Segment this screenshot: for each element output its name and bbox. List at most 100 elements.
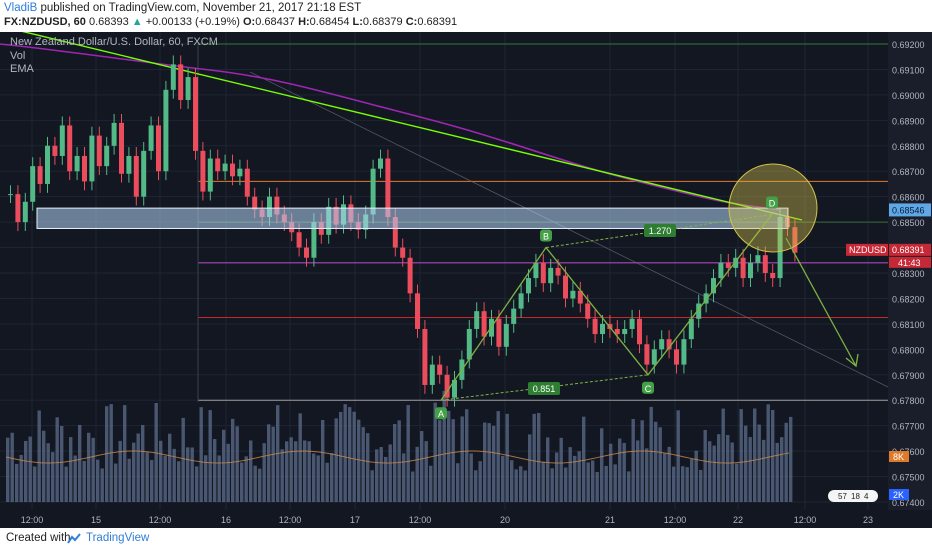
chart-area[interactable]: 0.69200 0.69100 0.69000 0.68900 0.68800 0.687… <box>0 32 932 528</box>
candle-body <box>82 155 87 182</box>
volume-bar <box>415 446 419 502</box>
volume-bar <box>123 405 127 502</box>
volume-bar <box>451 419 455 502</box>
candle-body <box>444 374 450 398</box>
volume-bar <box>510 460 514 502</box>
candle-body <box>52 145 58 156</box>
volume-bar <box>685 467 689 502</box>
volume-bar <box>442 390 446 502</box>
x-tick-label: 17 <box>350 515 360 525</box>
volume-bar <box>735 463 739 502</box>
candle-body <box>193 77 198 151</box>
low-value: 0.68379 <box>362 16 403 28</box>
candle-body <box>378 158 383 169</box>
candle-body <box>163 89 169 172</box>
zone-price-tag <box>889 203 931 217</box>
volume-bar <box>127 458 131 502</box>
x-tick-label: 12:00 <box>664 515 687 525</box>
volume-bar <box>150 460 154 502</box>
candle-body <box>141 150 147 197</box>
candle-body <box>674 349 679 365</box>
volume-bar <box>73 455 77 502</box>
volume-badge-8k <box>889 451 909 462</box>
candle-body <box>681 339 687 365</box>
volume-bar <box>744 425 748 502</box>
candle-body <box>407 257 413 294</box>
volume-bar <box>573 455 577 502</box>
candle-body <box>222 163 228 172</box>
harmonic-pattern-line <box>440 214 773 401</box>
volume-bar <box>627 471 631 502</box>
volume-bar <box>613 464 617 502</box>
candle-body <box>600 323 605 335</box>
volume-bar <box>658 427 662 502</box>
candle-body <box>200 150 206 192</box>
y-tick-label: 0.67700 <box>892 422 925 432</box>
tradingview-link[interactable]: TradingView <box>86 532 150 544</box>
close-value: 0.68391 <box>417 16 458 28</box>
price-chart[interactable]: 0.69200 0.69100 0.69000 0.68900 0.68800 0.687… <box>0 32 932 528</box>
ratio-label-box <box>644 224 676 237</box>
x-tick-label: 16 <box>221 515 231 525</box>
candle-body <box>570 290 576 299</box>
time-scale <box>0 510 932 528</box>
candle-body <box>422 328 428 385</box>
volume-bar <box>258 468 262 502</box>
volume-bar <box>672 466 676 502</box>
legend-vol[interactable]: Vol <box>10 50 26 62</box>
candle-body <box>548 267 554 284</box>
footer: Created with TradingView <box>0 528 932 550</box>
volume-bar <box>172 448 176 502</box>
volume-bar <box>591 460 595 502</box>
candle-body <box>156 125 161 172</box>
diagonal-trendline-gray <box>249 71 889 388</box>
volume-bar <box>69 437 73 502</box>
candle-body <box>230 163 235 177</box>
volume-bar <box>550 468 554 502</box>
volume-bar <box>649 406 653 502</box>
volume-bar <box>217 455 221 502</box>
y-tick-label: 0.68500 <box>892 218 925 228</box>
publish-info: published on TradingView.com, November 2… <box>37 2 362 14</box>
x-tick-label: 23 <box>863 515 873 525</box>
candle-body <box>237 168 243 177</box>
candle-body <box>370 168 376 215</box>
volume-bar <box>555 452 559 502</box>
x-tick-label: 12:00 <box>794 515 817 525</box>
y-tick-label: 0.69100 <box>892 65 925 75</box>
candle-body <box>496 318 502 347</box>
y-tick-label: 0.68700 <box>892 167 925 177</box>
tradingview-cloud-icon <box>67 533 81 544</box>
volume-bar <box>667 446 671 502</box>
candle-body <box>474 311 480 329</box>
volume-bar <box>91 437 95 502</box>
author-link[interactable]: VladiB <box>4 2 38 14</box>
volume-bar <box>379 446 383 502</box>
candle-body <box>59 125 65 156</box>
volume-bar <box>789 416 793 502</box>
volume-bar <box>321 419 325 502</box>
y-tick-label: 0.68000 <box>892 345 925 355</box>
candle-body <box>30 166 36 202</box>
volume-bar <box>528 434 532 502</box>
legend-ema[interactable]: EMA <box>10 63 34 75</box>
volume-bar <box>699 469 703 502</box>
harmonic-point-label: D <box>769 198 776 208</box>
volume-bar <box>361 427 365 502</box>
candle-body <box>526 278 531 294</box>
candle-body <box>452 379 457 398</box>
publish-line: VladiB published on TradingView.com, Nov… <box>4 2 361 14</box>
candle-body <box>651 349 657 365</box>
candle-body <box>622 328 628 335</box>
volume-bar <box>253 465 257 502</box>
candle-body <box>215 158 221 172</box>
projection-arrow-head <box>845 353 859 368</box>
volume-bar <box>82 460 86 502</box>
volume-bar <box>690 458 694 502</box>
volume-bar <box>483 422 487 502</box>
volume-bar <box>577 451 581 502</box>
volume-bar <box>622 442 626 502</box>
candle-body <box>8 194 13 196</box>
y-tick-label: 0.69000 <box>892 91 925 101</box>
volume-bar <box>154 403 158 502</box>
